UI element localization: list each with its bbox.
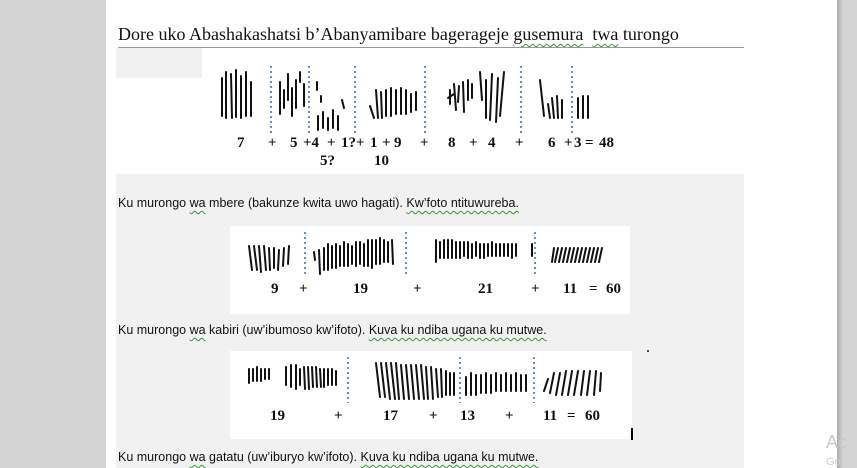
title-text: Dore uko Abashakashatsi b’Abanyamibare b… [118, 24, 514, 44]
fig1-total-48: 48 [599, 135, 614, 151]
title-text-end: turongo [618, 24, 679, 44]
fig1-num-1q: 1?+ [341, 135, 365, 151]
title-spell-word-2: twa [592, 24, 619, 44]
fig3-plus: + [334, 408, 343, 424]
fig1-num-6: 6 [548, 135, 556, 151]
fig2-plus: + [413, 281, 422, 297]
caption-text: Ku murongo [118, 196, 190, 210]
caption-text: gatatu (uw’iburyo kw’ifoto). [205, 450, 361, 464]
caption-spell-word: wa [189, 196, 206, 210]
fig1-plus: + [420, 135, 429, 151]
fig1-num-1: 1 [370, 135, 378, 151]
fig1-plus: + [268, 135, 277, 151]
fig3-num-13: 13 [460, 408, 475, 424]
fig1-num-5: 5 [290, 135, 298, 151]
caption-spell-phrase: Kw’foto ntituwureba. [406, 196, 519, 210]
document-page[interactable]: Dore uko Abashakashatsi b’Abanyamibare b… [106, 0, 837, 468]
caption-text: mbere (bakunze kwita uwo hagati). [205, 196, 407, 210]
activation-watermark-sub: Go [826, 456, 841, 468]
fig1-num-7: 7 [237, 135, 245, 151]
fig1-num-4: 4 [488, 135, 496, 151]
bone-figure-3: 19 + 17 + 13 + 11 = 60 [230, 350, 649, 439]
fig1-num-8: 8 [448, 135, 456, 151]
fig2-total-60: 60 [606, 281, 621, 297]
fig1-equals: = [585, 135, 594, 151]
text-cursor [631, 428, 633, 440]
bone-figure-2: 9 + 19 + 21 + 11 = 60 [230, 226, 630, 314]
caption-spell-phrase: Kuva ku ndiba ugana ku mutwe. [368, 323, 547, 337]
document-title: Dore uko Abashakashatsi b’Abanyamibare b… [118, 24, 744, 48]
fig1-num-plus4: +4 [303, 135, 320, 151]
fig3-equals: = [567, 408, 576, 424]
fig2-num-11: 11 [563, 281, 578, 297]
fig1-plus: + [382, 135, 391, 151]
fig1-num-3: 3 [574, 135, 582, 151]
fig1-plus: + [469, 135, 478, 151]
fig1-plus: + [327, 135, 336, 151]
bone-tally-marks-2 [248, 232, 603, 276]
fig2-plus: + [531, 281, 540, 297]
bone-tally-marks-1 [221, 66, 589, 134]
caption-text: kabiri (uw’ibumoso kw’ifoto). [205, 323, 369, 337]
bone-figure-1: 7 + 5 +4 + 1?+ 1 + 9 + 8 + 4 + 6 + 3 = 4… [210, 60, 620, 172]
caption-third-row: Ku murongo wa gatatu (uw’iburyo kw’ifoto… [118, 450, 538, 464]
fig3-plus: + [429, 408, 438, 424]
fig3-plus: + [505, 408, 514, 424]
fig3-num-11: 11 [543, 408, 558, 424]
fig1-plus: + [515, 135, 524, 151]
fig2-num-21: 21 [478, 281, 493, 297]
title-spell-word-1: gusemura [513, 24, 584, 44]
fig2-num-19: 19 [353, 281, 368, 297]
bone-tally-marks-3 [248, 350, 649, 403]
fig1-num-5q: 5? [320, 153, 335, 169]
fig2-equals: = [589, 281, 598, 297]
fig3-total-60: 60 [585, 408, 600, 424]
fig2-plus: + [299, 281, 308, 297]
fig1-num-10: 10 [374, 153, 389, 169]
caption-spell-phrase: Kuva ku ndiba ugana ku mutwe. [360, 450, 539, 464]
title-gap [583, 24, 592, 44]
fig3-num-19: 19 [270, 408, 285, 424]
fig1-plus: + [564, 135, 573, 151]
caption-second-row: Ku murongo wa kabiri (uw’ibumoso kw’ifot… [118, 323, 547, 337]
caption-text: Ku murongo [118, 450, 190, 464]
caption-text: Ku murongo [118, 323, 190, 337]
gray-patch [116, 48, 202, 78]
caption-spell-word: wa [189, 323, 206, 337]
fig2-num-9: 9 [271, 281, 279, 297]
fig1-num-9: 9 [394, 135, 402, 151]
page-shadow [837, 0, 843, 468]
activation-watermark: Ac [826, 432, 848, 452]
caption-spell-word: wa [189, 450, 206, 464]
caption-first-row: Ku murongo wa mbere (bakunze kwita uwo h… [118, 196, 519, 210]
fig3-num-17: 17 [383, 408, 398, 424]
